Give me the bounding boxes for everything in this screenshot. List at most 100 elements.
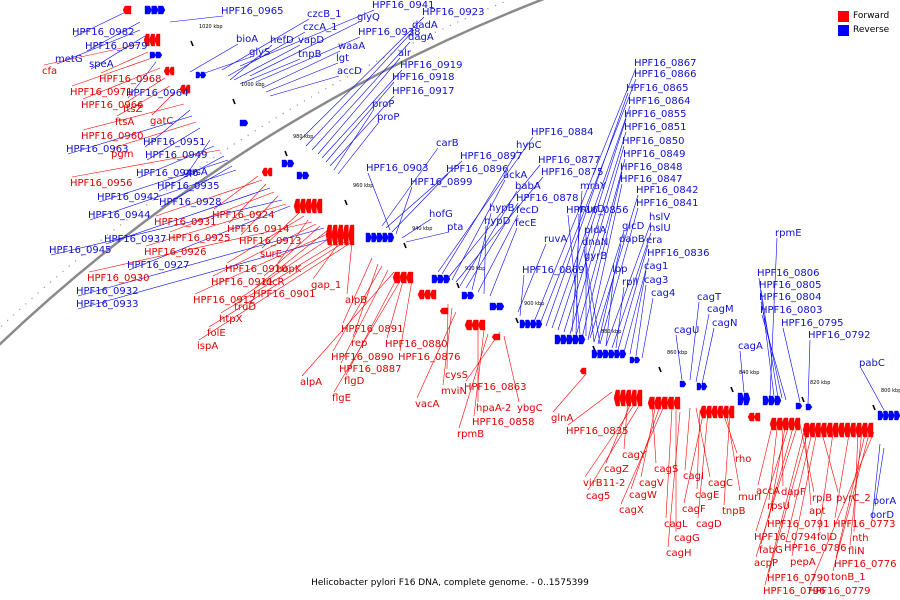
- leader-line-hpf16-0855: [557, 118, 627, 331]
- legend-item-forward: Forward: [838, 9, 889, 23]
- gene-label-czcb-1: czcB_1: [307, 9, 341, 20]
- leader-line-hpf16-0869: [519, 274, 525, 317]
- leader-line-gpsa: [184, 139, 211, 178]
- gene-label-hpf16-0794: HPF16_0794: [754, 532, 816, 543]
- leader-line-acpp: [755, 423, 799, 558]
- leader-line-dapb: [597, 243, 622, 345]
- gene-label-hpf16-0795: HPF16_0795: [781, 318, 843, 329]
- forward-gene-arrow: [304, 198, 311, 214]
- gene-label-hpf16-0938: HPF16_0938: [358, 27, 420, 38]
- leader-line-hpf16-0791: [768, 421, 787, 519]
- backbone-dot: [56, 276, 58, 278]
- leader-line-hpf16-0935: [158, 155, 225, 192]
- forward-gene-arrow: [154, 33, 161, 47]
- forward-gene-arrow: [478, 319, 486, 331]
- gene-label-pta: pta: [447, 222, 463, 233]
- backbone-dot: [13, 314, 15, 316]
- gene-label-acka: ackA: [503, 170, 527, 181]
- leader-line-hpf16-0966: [82, 67, 161, 100]
- gene-label-hpf16-0971: HPF16_0971: [70, 87, 132, 98]
- leader-line-apt: [803, 423, 812, 506]
- scale-label: 820 kbp: [810, 380, 830, 386]
- backbone-dot: [226, 147, 229, 150]
- gene-label-hpf16-0901: HPF16_0901: [253, 289, 315, 300]
- leader-line-hpf16-0956: [71, 149, 221, 178]
- gene-label-hpf16-0779: HPF16_0779: [808, 586, 870, 597]
- backbone-dot: [126, 219, 128, 221]
- backbone-dot: [310, 96, 313, 98]
- gene-label-hpf16-0918: HPF16_0918: [392, 72, 454, 83]
- backbone-dot: [74, 260, 77, 262]
- gene-label-hpf16-0796: HPF16_0796: [763, 586, 825, 597]
- gene-label-glna: glnA: [551, 413, 573, 424]
- backbone-dot: [25, 303, 27, 305]
- gene-label-cagu: cagU: [674, 325, 699, 336]
- gene-label-gap-1: gap_1: [311, 280, 341, 291]
- gene-label-hpf16-0946: HPF16_0946: [136, 168, 198, 179]
- forward-gene-arrow: [826, 422, 833, 438]
- gene-label-hpf16-0913: HPF16_0913: [239, 236, 301, 247]
- gene-label-cage: cagE: [695, 490, 719, 501]
- leader-line-hpf16-0795: [782, 327, 801, 403]
- leader-line-ybgc: [503, 335, 520, 403]
- gene-label-hpf16-0897: HPF16_0897: [460, 151, 522, 162]
- leader-line-hpf16-0938: [255, 36, 361, 83]
- leader-line-waaa: [261, 50, 341, 89]
- leader-line-acca: [757, 417, 775, 486]
- leader-line-cyss: [446, 303, 449, 370]
- leader-line-hpf16-0918: [325, 81, 395, 163]
- leader-line-glna: [552, 373, 587, 413]
- leader-line-hpf16-0779: [809, 431, 875, 586]
- gene-label-ispa: ispA: [197, 341, 218, 352]
- gene-label-hpf16-0880: HPF16_0880: [385, 339, 447, 350]
- gene-label-cagd: cagD: [696, 519, 722, 530]
- scale-label: 920 kbp: [465, 266, 485, 272]
- reverse-gene-arrow: [530, 319, 537, 329]
- reverse-gene-arrow: [437, 274, 445, 284]
- reverse-gene-arrow: [144, 5, 152, 15]
- gene-label-cagw: cagW: [629, 490, 657, 501]
- leader-line-rpli: [615, 286, 625, 349]
- gene-label-hpf16-0855: HPF16_0855: [624, 109, 686, 120]
- forward-gene-arrow: [392, 271, 400, 284]
- leader-line-hpf16-0884: [437, 136, 534, 273]
- backbone-dot: [449, 24, 451, 27]
- gene-label-hpf16-0835: HPF16_0835: [566, 426, 628, 437]
- reverse-gene-arrow: [195, 71, 202, 79]
- gene-label-oora: oorA: [873, 496, 896, 507]
- leader-line-oord: [871, 443, 881, 521]
- gene-label-recr: recR: [262, 277, 285, 288]
- leader-line-hefd: [229, 44, 273, 81]
- gene-label-hslv: hslV: [649, 212, 670, 223]
- reverse-gene-arrow: [536, 319, 543, 329]
- reverse-gene-arrow: [888, 410, 895, 421]
- reverse-gene-arrow: [377, 232, 384, 243]
- leader-line-hpf16-0960: [82, 103, 185, 131]
- gene-label-hpf16-0944: HPF16_0944: [88, 210, 150, 221]
- gene-label-cagh: cagH: [666, 548, 692, 559]
- leader-line-hpf16-0794: [755, 421, 791, 532]
- gene-label-hpf16-0805: HPF16_0805: [759, 280, 821, 291]
- forward-gene-arrow: [849, 422, 856, 438]
- forward-gene-arrow: [348, 224, 355, 246]
- scale-tick: [515, 317, 519, 324]
- leader-line-hpf16-0804: [760, 301, 783, 399]
- leader-line-hpf16-0776: [835, 429, 867, 559]
- leader-line-hpf16-0971: [71, 57, 153, 87]
- scale-label: 840 kbp: [739, 370, 759, 376]
- gene-label-mvin: mviN: [441, 386, 467, 397]
- leader-line-cag3: [635, 284, 647, 357]
- forward-gene-arrow: [471, 319, 479, 331]
- leader-line-hpf16-0897: [385, 160, 463, 229]
- backbone-dot: [318, 92, 320, 94]
- backbone-dot: [254, 130, 256, 132]
- forward-gene-arrow: [843, 422, 850, 438]
- reverse-gene-arrow: [774, 395, 782, 406]
- gene-label-hpf16-0917: HPF16_0917: [392, 86, 454, 97]
- forward-gene-arrow: [417, 289, 425, 300]
- gene-label-cyss: cysS: [445, 370, 468, 381]
- forward-gene-arrow: [787, 417, 795, 431]
- gene-label-hpf16-0937: HPF16_0937: [104, 234, 166, 245]
- gene-label-gatc: gatC: [150, 116, 173, 127]
